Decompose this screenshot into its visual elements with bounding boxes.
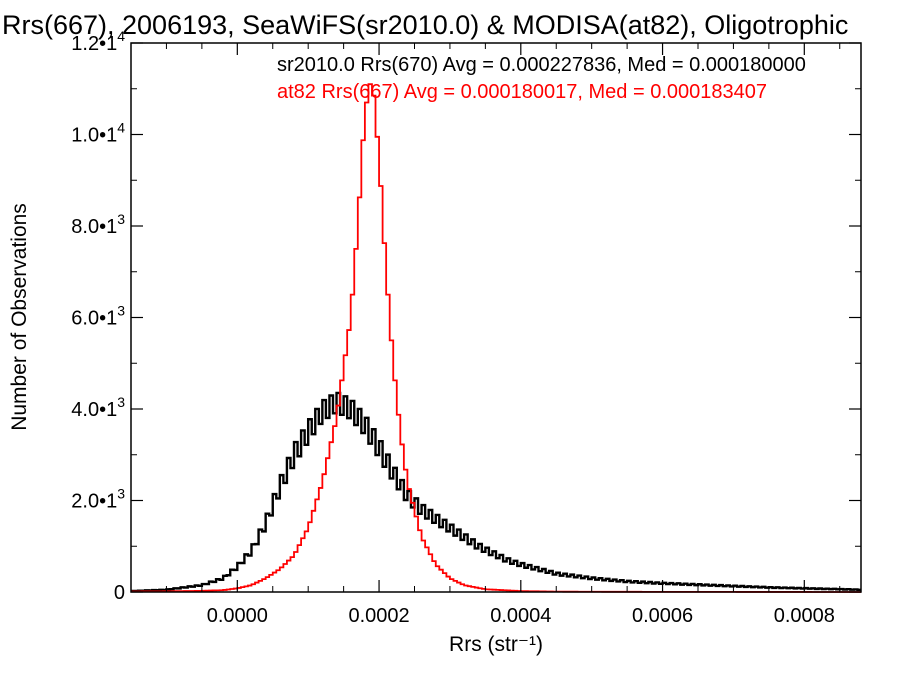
legend-entry-red: at82 Rrs(667) Avg = 0.000180017, Med = 0…	[277, 81, 767, 103]
y-tick-label: 1.0•14	[71, 120, 125, 147]
y-axis-label: Number of Observations	[8, 203, 31, 431]
y-tick-label: 6.0•13	[71, 303, 125, 330]
y-tick-label: 1.2•14	[71, 28, 125, 55]
x-tick-label: 0.0002	[348, 605, 409, 627]
tick-layer: 0.0000 0.0002 0.0004 0.0006 0.0008 0 2.0•13 4.0…	[71, 28, 861, 627]
x-tick-label: 0.0008	[774, 605, 835, 627]
y-tick-label: 0	[114, 582, 125, 604]
x-tick-label: 0.0000	[207, 605, 268, 627]
x-axis-label: Rrs (str⁻¹)	[449, 633, 543, 656]
y-tick-label: 4.0•13	[71, 394, 125, 421]
chart-title: Rrs(667), 2006193, SeaWiFS(sr2010.0) & M…	[2, 10, 848, 40]
legend-entry-black: sr2010.0 Rrs(670) Avg = 0.000227836, Med…	[277, 54, 806, 76]
y-tick-label: 8.0•13	[71, 211, 125, 238]
x-tick-label: 0.0004	[490, 605, 551, 627]
y-tick-label: 2.0•13	[71, 486, 125, 513]
series-line-0	[131, 391, 861, 593]
x-tick-label: 0.0006	[632, 605, 693, 627]
